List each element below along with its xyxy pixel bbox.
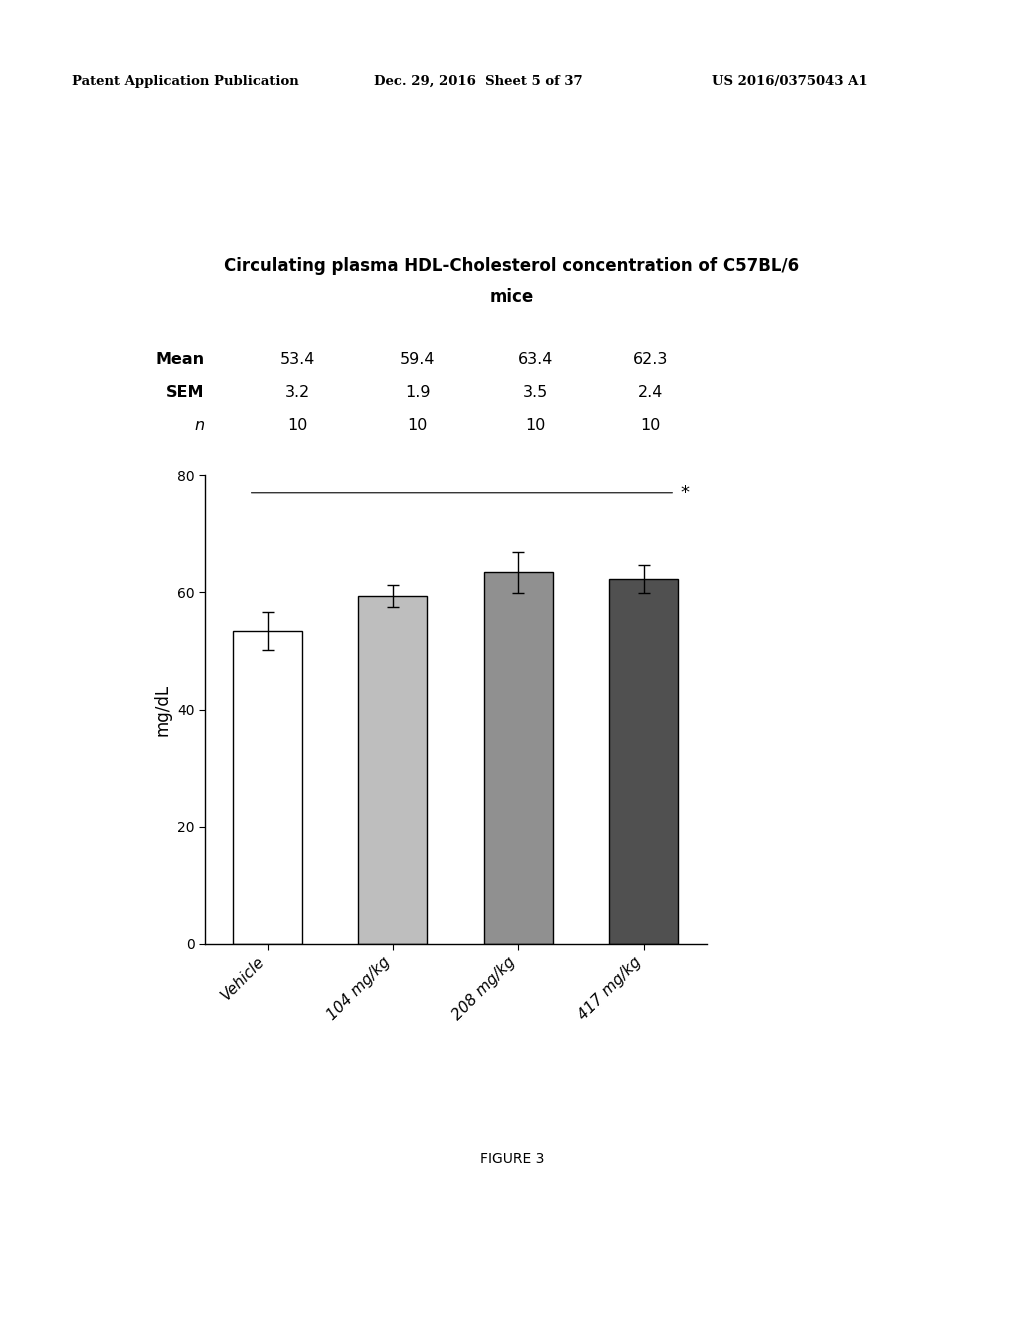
Text: 1.9: 1.9 <box>406 384 430 400</box>
Text: 10: 10 <box>525 417 546 433</box>
Text: 3.2: 3.2 <box>285 384 309 400</box>
Text: US 2016/0375043 A1: US 2016/0375043 A1 <box>712 75 867 88</box>
Text: 10: 10 <box>287 417 307 433</box>
Bar <box>484 573 553 944</box>
Bar <box>358 595 427 944</box>
Text: 3.5: 3.5 <box>523 384 548 400</box>
Text: *: * <box>680 483 689 502</box>
Text: Dec. 29, 2016  Sheet 5 of 37: Dec. 29, 2016 Sheet 5 of 37 <box>374 75 583 88</box>
Text: n: n <box>195 417 205 433</box>
Bar <box>233 631 302 944</box>
Text: 53.4: 53.4 <box>280 351 314 367</box>
Text: 10: 10 <box>408 417 428 433</box>
Bar <box>609 579 678 944</box>
Text: Patent Application Publication: Patent Application Publication <box>72 75 298 88</box>
Text: 63.4: 63.4 <box>518 351 553 367</box>
Text: Mean: Mean <box>156 351 205 367</box>
Text: 2.4: 2.4 <box>638 384 663 400</box>
Text: 10: 10 <box>640 417 660 433</box>
Text: FIGURE 3: FIGURE 3 <box>480 1152 544 1167</box>
Text: Circulating plasma HDL-Cholesterol concentration of C57BL/6: Circulating plasma HDL-Cholesterol conce… <box>224 257 800 276</box>
Text: mice: mice <box>489 288 535 306</box>
Y-axis label: mg/dL: mg/dL <box>154 684 171 735</box>
Text: 59.4: 59.4 <box>400 351 435 367</box>
Text: SEM: SEM <box>166 384 205 400</box>
Text: 62.3: 62.3 <box>633 351 668 367</box>
